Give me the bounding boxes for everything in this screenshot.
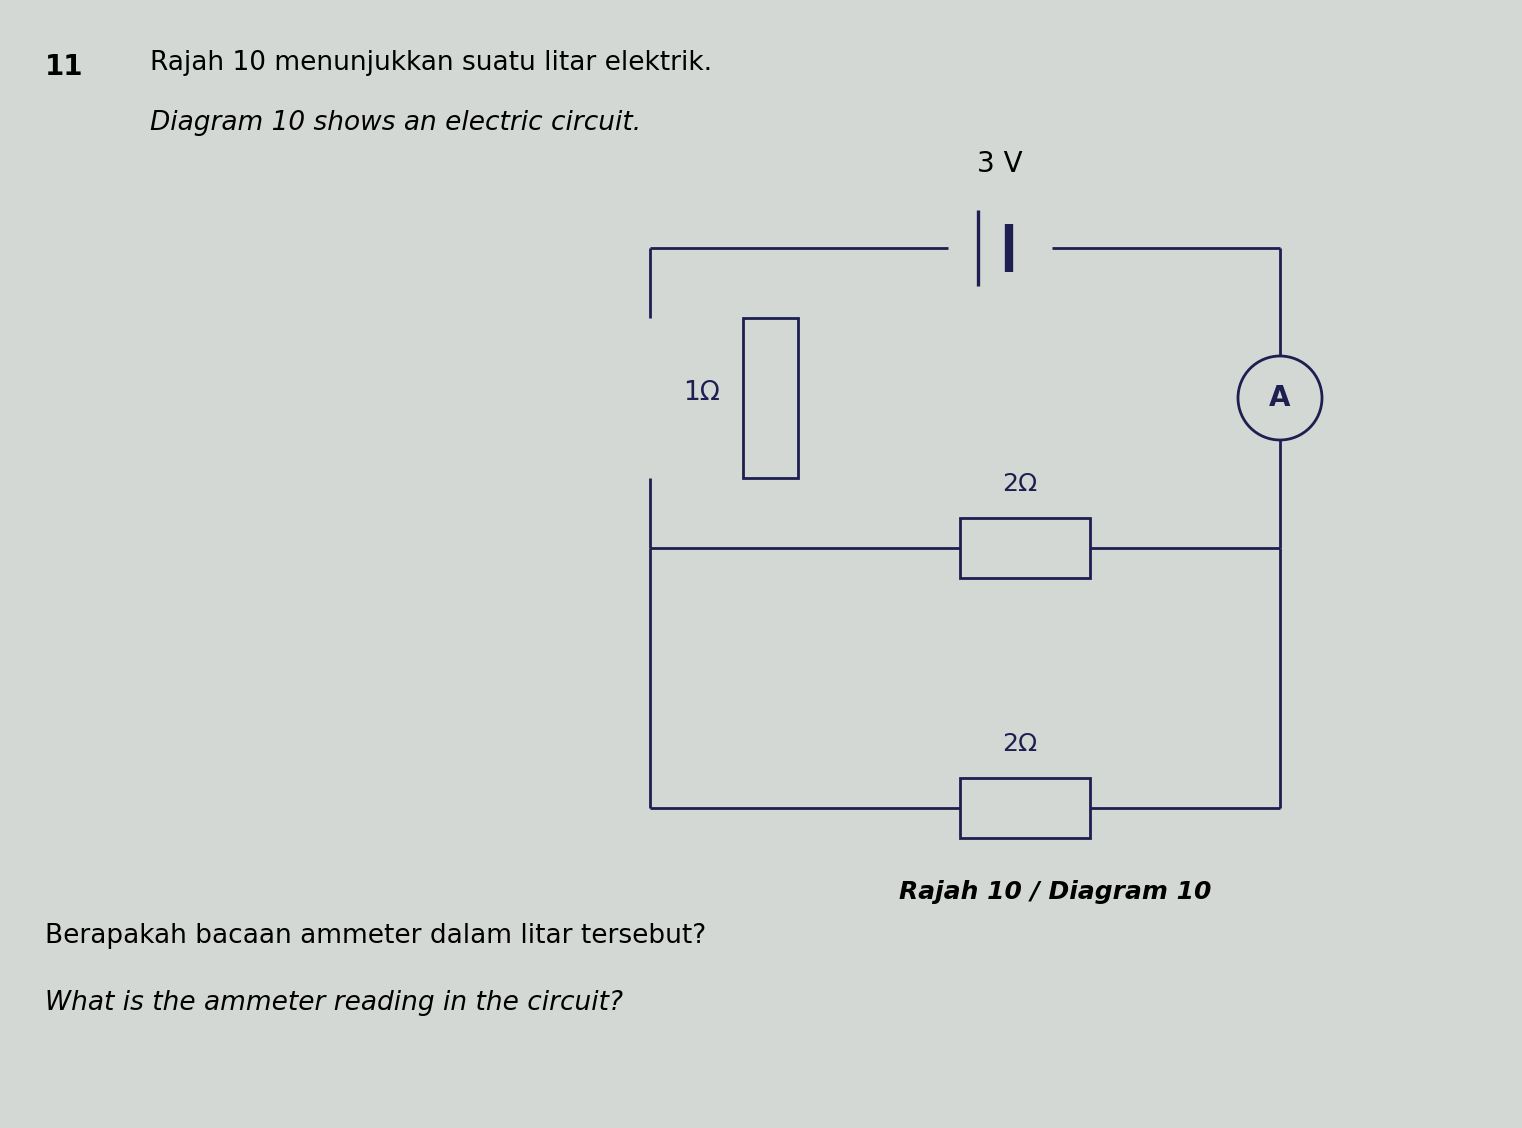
Text: 1Ω: 1Ω	[683, 380, 720, 406]
Text: A: A	[1269, 384, 1291, 412]
Text: Diagram 10 shows an electric circuit.: Diagram 10 shows an electric circuit.	[151, 111, 641, 136]
Text: What is the ammeter reading in the circuit?: What is the ammeter reading in the circu…	[46, 990, 622, 1016]
Text: Rajah 10 menunjukkan suatu litar elektrik.: Rajah 10 menunjukkan suatu litar elektri…	[151, 50, 712, 76]
Circle shape	[1237, 356, 1323, 440]
Bar	[960, 778, 1090, 838]
Bar	[960, 518, 1090, 578]
Text: Berapakah bacaan ammeter dalam litar tersebut?: Berapakah bacaan ammeter dalam litar ter…	[46, 923, 706, 949]
Text: 2Ω: 2Ω	[1003, 732, 1038, 756]
Text: 3 V: 3 V	[977, 150, 1023, 178]
Bar	[743, 318, 798, 478]
Text: 11: 11	[46, 53, 84, 81]
Text: 2Ω: 2Ω	[1003, 472, 1038, 496]
Text: Rajah 10 / Diagram 10: Rajah 10 / Diagram 10	[900, 880, 1212, 904]
